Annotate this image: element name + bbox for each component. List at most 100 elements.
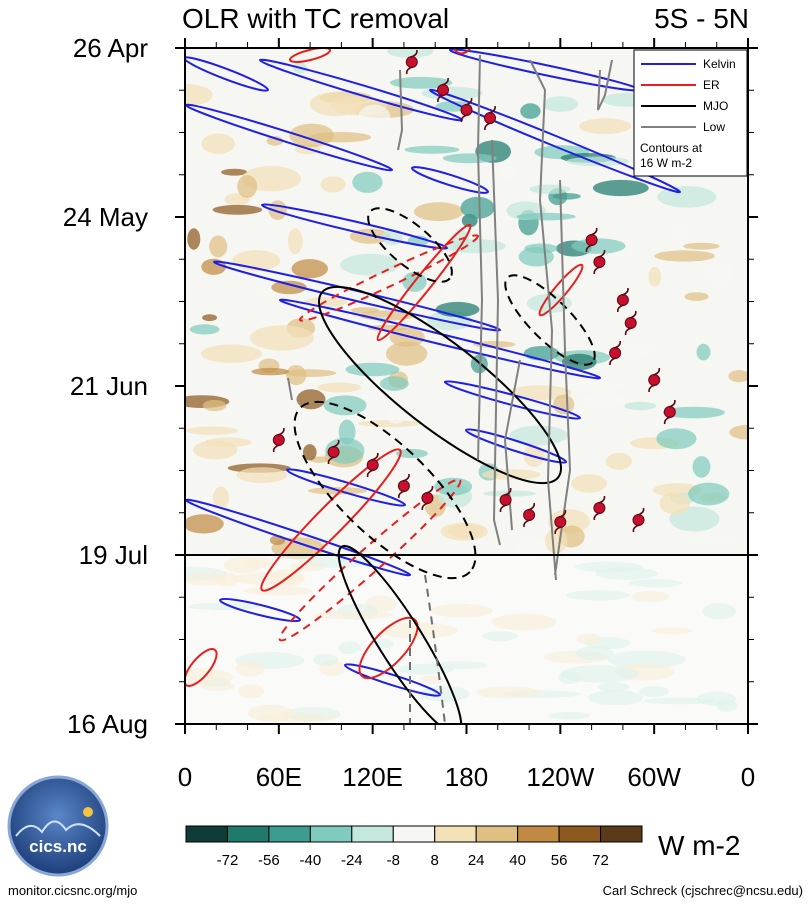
olr-shade-cell [501,166,514,182]
x-tick-label: 60W [627,762,681,792]
colorbar-swatch [268,825,311,843]
er-contour [376,223,472,342]
olr-shade-cell [237,684,265,699]
olr-shade-cell [605,452,632,470]
olr-shade-cell [313,610,393,620]
low-frequency-contour [554,179,572,576]
olr-shade-cell [185,668,234,686]
olr-shade-cell [683,242,720,250]
olr-shade-cell [597,682,630,692]
olr-shade-cell [286,365,307,386]
tropical-cyclone-icon [624,310,637,336]
colorbar-label: -8 [387,852,400,869]
olr-shade-cell [351,215,402,224]
kelvin-contour [464,428,568,464]
forecast-fade [185,555,748,724]
olr-shade-cell [236,467,288,483]
colorbar-swatch [185,825,228,843]
legend-note-line-1: Contours at [640,141,703,155]
logo-circle [7,775,109,877]
olr-shade-cell [204,437,252,448]
olr-shade-cell [728,370,748,383]
tropical-cyclone-icon [460,97,473,123]
olr-shade-cell [202,399,227,412]
olr-shade-cell [574,561,643,573]
olr-shade-cell [441,274,458,297]
olr-shade-cell [235,660,265,677]
colorbar: -72 -56 -40 -24 -8 8 24 40 56 72 [185,825,643,869]
tc-markers [272,49,715,535]
legend-label: MJO [703,99,728,113]
olr-shade-cell [481,469,541,480]
olr-shade-cell [310,456,330,463]
olr-shade-cell [440,522,488,541]
olr-shade-cell [434,477,473,496]
low-frequency-contour [597,59,613,111]
olr-shade-cell [520,103,541,119]
olr-shade-cell [702,603,736,620]
olr-shade-cell [688,482,730,506]
olr-shade-cell [243,557,275,569]
olr-shade-cell [387,48,434,58]
low-frequency-contour [397,69,404,151]
olr-shade-cell [345,362,400,377]
olr-shade-cell [523,346,560,361]
olr-shade-cell [579,118,632,135]
mjo-contour [318,285,562,485]
olr-shade-cell [248,704,294,722]
olr-shade-cell [542,96,579,112]
tropical-cyclone-icon [421,485,434,511]
olr-shade-cell [202,314,218,322]
olr-shade-cell [702,260,735,287]
olr-shade-cell [342,248,360,255]
tropical-cyclone-icon [648,367,661,393]
olr-shade-cell [404,145,460,154]
colorbar-label: 8 [431,852,439,869]
y-tick-label: 21 Jun [70,371,148,401]
er-contour [288,48,332,63]
olr-shade-cell [659,492,691,515]
er-contour [452,48,473,55]
olr-shade-cell [413,202,464,222]
legend-label: Low [703,120,725,134]
olr-shade-cell [201,258,227,275]
x-tick-labels: 0 60E 120E 180 120W 60W 0 [178,762,755,792]
er-contour [278,478,462,642]
tropical-cyclone-icon [327,439,340,465]
tropical-cyclone-icon [593,249,606,275]
olr-shade-cell [473,341,516,348]
logo-text: cics.nc [29,837,87,856]
olr-shade-cell [317,382,361,393]
er-contour [358,616,419,680]
y-tick-labels: 26 Apr 24 May 21 Jun 19 Jul 16 Aug [63,33,149,739]
olr-shade-cell [430,603,493,618]
colorbar-label: -72 [217,852,239,869]
low-frequency-contour [476,54,484,461]
colorbar-swatch [434,825,477,843]
olr-shade-cell [251,367,290,376]
kelvin-contour [411,166,489,194]
olr-shade-cell [558,671,582,684]
olr-shade-cell [303,444,317,461]
olr-shade-cell [185,84,213,106]
olr-shade-cell [266,136,284,146]
olr-shade-cell [631,590,669,603]
tropical-cyclone-icon [593,495,606,521]
olr-anomaly-shading [185,48,748,723]
chart-title: OLR with TC removal [182,3,449,34]
colorbar-swatch [392,825,436,843]
olr-shade-cell [379,376,409,391]
x-tick-label: 120E [342,762,403,792]
olr-shade-cell [553,394,575,415]
low-frequency-contour [491,139,501,546]
colorbar-swatch [309,825,353,843]
colorbar-swatch [226,825,270,843]
tropical-cyclone-icon [366,452,379,478]
olr-shade-cell [340,253,399,276]
olr-shade-cell [186,426,239,435]
olr-shade-cell [654,250,715,262]
olr-shade-cell [656,428,697,450]
olr-shade-cell [187,228,201,250]
colorbar-units: W m-2 [658,830,740,861]
olr-shade-cell [648,266,662,287]
